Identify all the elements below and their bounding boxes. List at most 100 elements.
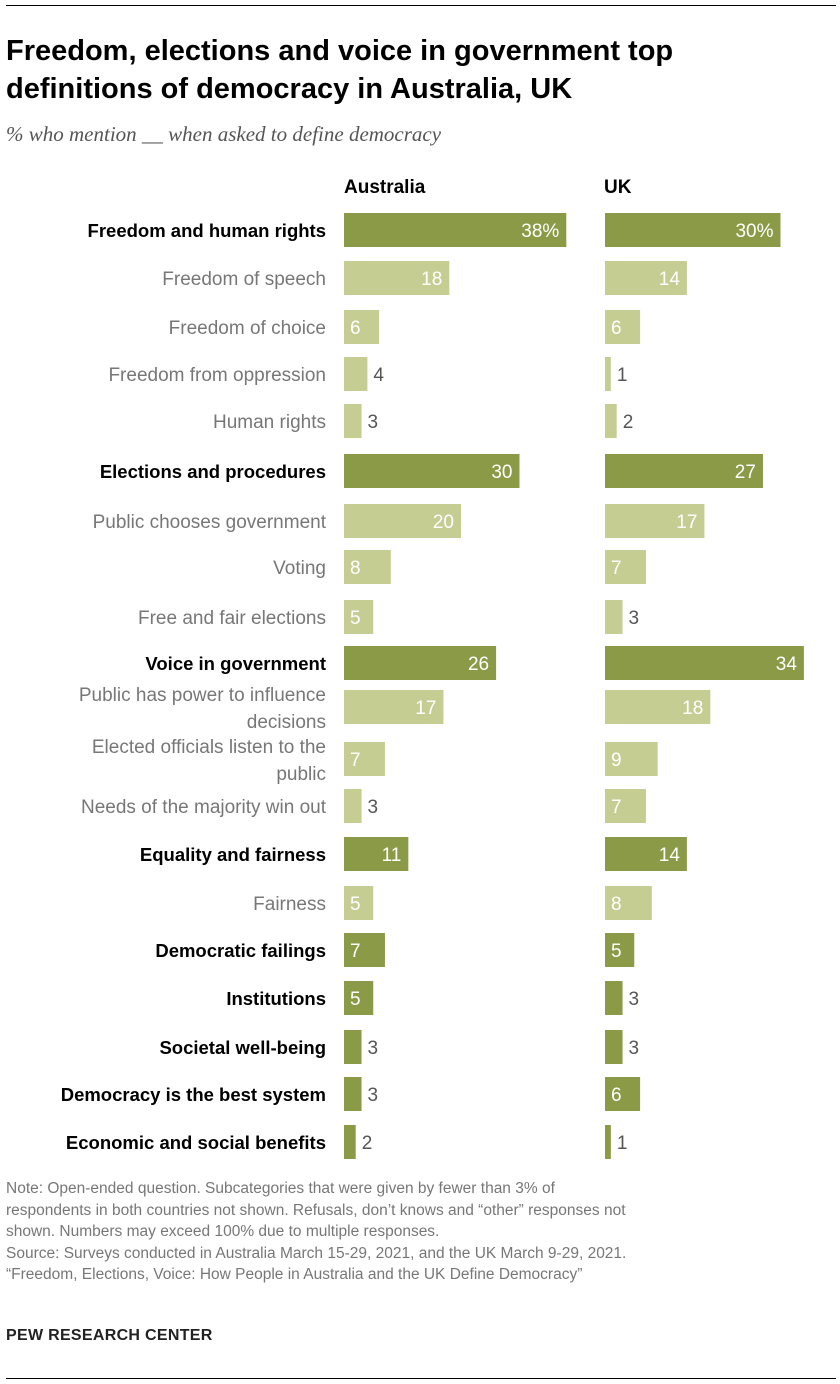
australia-bar (344, 789, 362, 823)
australia-value-label: 3 (368, 412, 379, 433)
category-label: Public chooses government (93, 512, 327, 533)
uk-bar (605, 310, 641, 344)
category-label: Societal well-being (159, 1037, 326, 1058)
australia-value-label: 20 (433, 512, 454, 533)
uk-bar (605, 404, 617, 438)
australia-bar (344, 981, 374, 1015)
uk-value-label: 6 (611, 318, 622, 339)
australia-bar (344, 550, 391, 584)
uk-bar (605, 261, 687, 295)
footer-brand: PEW RESEARCH CENTER (6, 1327, 213, 1344)
category-label: Democratic failings (155, 940, 326, 961)
australia-value-label: 6 (350, 318, 361, 339)
uk-bar (605, 690, 711, 724)
australia-value-label: 7 (350, 750, 361, 771)
australia-bar (344, 404, 362, 438)
uk-bar (605, 886, 652, 920)
uk-bar (605, 837, 687, 871)
uk-bar (605, 357, 611, 391)
australia-value-label: 38% (521, 221, 559, 242)
uk-value-label: 34 (776, 654, 798, 675)
australia-bar (344, 1030, 362, 1064)
australia-value-label: 5 (350, 608, 361, 629)
notes-block: Note: Open-ended question. Subcategories… (6, 1178, 836, 1286)
uk-bar (605, 1077, 641, 1111)
uk-bar (605, 789, 646, 823)
category-label: Democracy is the best system (61, 1084, 326, 1105)
column-header-australia: Australia (344, 177, 426, 198)
note-line: shown. Numbers may exceed 100% due to mu… (6, 1223, 440, 1240)
australia-value-label: 2 (362, 1133, 373, 1154)
australia-bar (344, 213, 567, 247)
australia-bar (344, 1125, 356, 1159)
uk-bar (605, 1125, 611, 1159)
australia-value-label: 4 (373, 365, 384, 386)
category-label: Human rights (213, 412, 326, 433)
source-line: Source: Surveys conducted in Australia M… (6, 1244, 627, 1262)
australia-bar (344, 646, 497, 680)
category-label: Voting (273, 558, 326, 579)
category-label: Freedom and human rights (88, 220, 326, 241)
australia-value-label: 3 (368, 1085, 379, 1106)
australia-value-label: 3 (368, 797, 379, 818)
australia-value-label: 5 (350, 894, 361, 915)
chart-title: Freedom, elections and voice in governme… (6, 35, 674, 105)
australia-bar (344, 690, 444, 724)
australia-value-label: 5 (350, 989, 361, 1010)
australia-bar (344, 886, 374, 920)
uk-value-label: 5 (611, 941, 622, 962)
uk-value-label: 14 (659, 845, 681, 866)
bar-chart: Freedom and human rights 38% 30% Freedom of… (61, 213, 804, 1159)
category-label: Elections and procedures (100, 461, 326, 482)
uk-value-label: 1 (617, 1133, 628, 1154)
uk-bar (605, 933, 635, 967)
category-label: Fairness (253, 894, 326, 915)
australia-value-label: 7 (350, 941, 361, 962)
category-label: Voice in government (145, 653, 326, 674)
category-label: Elected officials listen to the (92, 737, 326, 758)
category-label: decisions (247, 712, 326, 733)
australia-value-label: 8 (350, 558, 361, 579)
category-label: Equality and fairness (140, 844, 326, 865)
report-title: “Freedom, Elections, Voice: How People i… (6, 1266, 583, 1283)
note-line: Note: Open-ended question. Subcategories… (6, 1180, 555, 1197)
uk-value-label: 8 (611, 894, 622, 915)
category-label: Institutions (226, 988, 326, 1009)
category-label: Free and fair elections (138, 608, 326, 629)
uk-bar (605, 550, 646, 584)
uk-bar (605, 504, 705, 538)
category-label: Freedom of speech (162, 269, 326, 290)
uk-value-label: 3 (629, 989, 640, 1010)
australia-bar (344, 1077, 362, 1111)
category-label: Economic and social benefits (66, 1132, 326, 1153)
uk-bar (605, 1030, 623, 1064)
uk-value-label: 3 (629, 608, 640, 629)
australia-value-label: 17 (415, 698, 436, 719)
top-rule (6, 5, 836, 6)
australia-bar (344, 357, 368, 391)
uk-value-label: 7 (611, 797, 622, 818)
category-label: Needs of the majority win out (81, 797, 327, 818)
category-label: public (276, 764, 326, 785)
australia-bar (344, 310, 380, 344)
australia-value-label: 30 (491, 462, 512, 483)
uk-value-label: 2 (623, 412, 634, 433)
uk-value-label: 9 (611, 750, 622, 771)
uk-value-label: 30% (735, 221, 773, 242)
australia-value-label: 11 (382, 845, 402, 866)
australia-value-label: 18 (421, 269, 442, 290)
category-label: Public has power to influence (79, 685, 326, 706)
note-line: respondents in both countries not shown.… (6, 1201, 626, 1219)
australia-bar (344, 454, 520, 488)
column-header-uk: UK (604, 177, 632, 198)
uk-bar (605, 600, 623, 634)
australia-bar (344, 261, 450, 295)
chart-subtitle: % who mention __ when asked to define de… (6, 122, 442, 146)
bottom-rule (6, 1378, 836, 1379)
uk-bar (605, 213, 781, 247)
australia-bar (344, 600, 374, 634)
uk-bar (605, 646, 804, 680)
uk-bar (605, 454, 763, 488)
australia-bar (344, 933, 385, 967)
australia-bar (344, 837, 409, 871)
